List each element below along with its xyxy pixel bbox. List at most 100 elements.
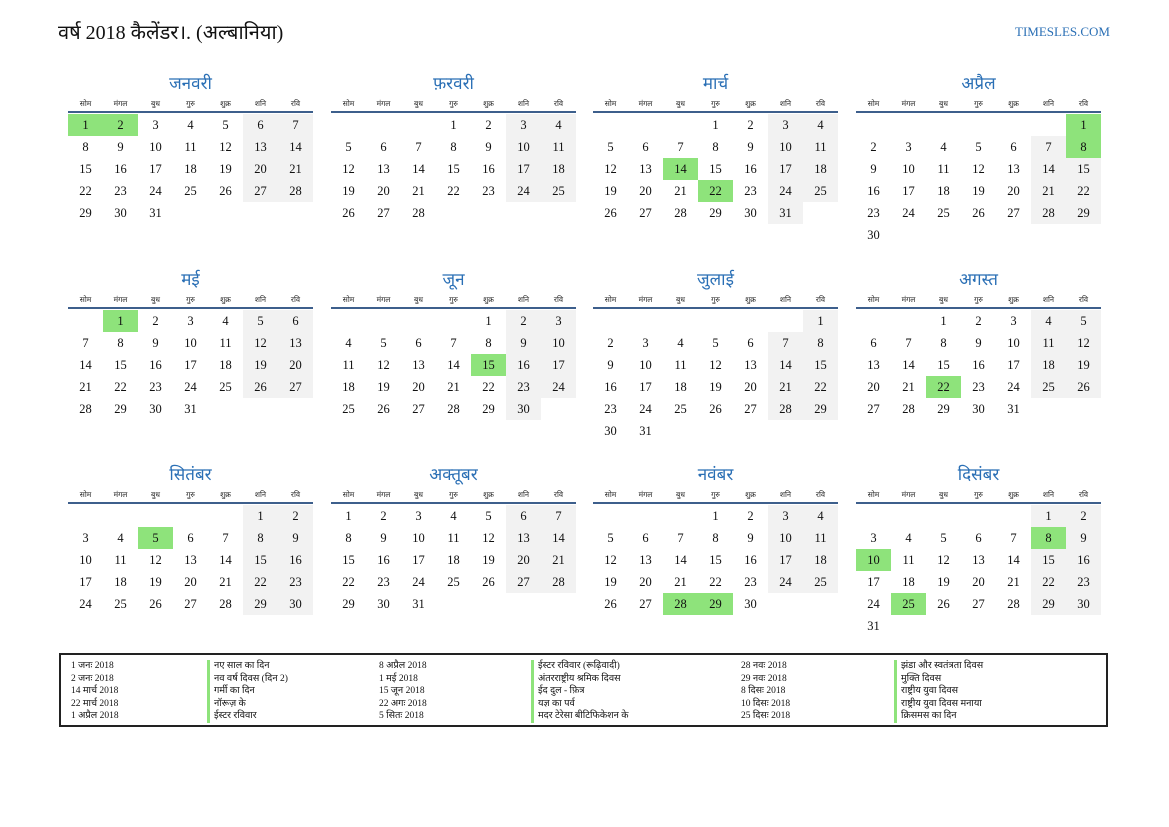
day-cell: 22 [447,184,460,198]
day-cell: 20 [867,380,880,394]
weekday-header: सोम मंगल बुध गुरु शुक्र शनि रवि [856,97,1101,113]
day-cell: 9 [747,531,754,545]
day-cell: 21 [447,380,460,394]
site-link[interactable]: TIMESLES.COM [1015,24,1110,39]
day-cell: 30 [972,402,985,416]
weekday-label: बुध [939,490,948,499]
legend-name-column: नए साल का दिन नव वर्ष दिवस (दिन 2) गर्मी क… [207,660,288,723]
day-cell: 23 [744,575,757,589]
day-cell: 10 [541,332,576,354]
month-name: जनवरी [169,74,212,93]
day-cell: 3 [768,505,803,527]
day-cell: 5 [380,336,387,350]
day-cell: 26 [377,402,390,416]
day-cell: 7 [278,114,313,136]
day-cell: 31 [639,424,652,438]
day-cell: 6 [415,336,422,350]
day-cell: 5 [940,531,947,545]
legend-holiday-name: क्रिसमस का दिन [894,710,983,723]
weekday-label: बुध [414,295,423,304]
legend-date: 25 दिसः 2018 [741,711,791,722]
day-cell: 11 [674,358,687,372]
weekday-label: मंगल [376,295,391,304]
weekday-label: सोम [604,99,617,108]
day-cell: 18 [184,162,197,176]
day-cell: 8 [803,332,838,354]
day-cell: 19 [709,380,722,394]
legend-date: 2 जनः 2018 [71,673,114,684]
day-cell: 27 [506,571,541,593]
day-cell: 17 [79,575,92,589]
month-name: नवंबर [697,465,734,484]
legend-holiday-name: ईस्टर रविवार (रूढ़िवादी) [531,660,629,673]
legend-holiday-name: राष्ट्रीय युवा दिवस [894,685,983,698]
day-cell: 6 [278,310,313,332]
day-cell: 12 [219,140,232,154]
day-cell: 3 [506,114,541,136]
day-cell: 7 [1031,136,1066,158]
holiday-day-cell: 1 [1066,114,1101,136]
day-grid: 1 2 3 4 5 6 7 8 9 10 11 12 13 14 15 16 17 18 19 20 21 22 23 24 2… [856,505,1101,637]
day-cell: 20 [639,184,652,198]
day-cell: 6 [975,531,982,545]
day-cell: 31 [1007,402,1020,416]
legend-date: 1 जनः 2018 [71,661,114,671]
day-cell: 2 [278,505,313,527]
day-cell: 19 [482,553,495,567]
holiday-day-cell: 25 [891,593,926,615]
day-cell: 31 [412,597,425,611]
day-grid: 1 2 3 4 5 6 7 8 9 10 11 12 13 14 15 16 17 18 19 20 21 22 23 24 2… [593,114,838,224]
weekday-label: सोम [342,99,355,108]
day-cell: 29 [1031,593,1066,615]
weekday-label: गुरु [449,295,458,304]
day-cell: 12 [377,358,390,372]
day-cell: 8 [940,336,947,350]
day-cell: 16 [114,162,127,176]
day-cell: 24 [768,180,803,202]
day-cell: 9 [975,336,982,350]
day-cell: 17 [149,162,162,176]
day-cell: 18 [803,158,838,180]
day-cell: 26 [1066,376,1101,398]
day-cell: 25 [803,180,838,202]
day-cell: 24 [867,597,880,611]
day-cell: 15 [1031,549,1066,571]
day-cell: 20 [412,380,425,394]
day-cell: 4 [905,531,912,545]
day-cell: 14 [219,553,232,567]
day-cell: 27 [744,402,757,416]
month-block: सितंबर सोम मंगल बुध गुरु शुक्र शनि रवि 1 2 3 4 5 6 7 8 9… [68,464,313,615]
day-cell: 23 [1066,571,1101,593]
day-cell: 20 [1007,184,1020,198]
day-cell: 12 [243,332,278,354]
legend-date: 5 सितः 2018 [379,711,424,722]
day-cell: 3 [1010,314,1017,328]
weekday-label: बुध [939,295,948,304]
weekday-label: गुरु [974,490,983,499]
day-cell: 24 [412,575,425,589]
weekday-header: सोम मंगल बुध गुरु शुक्र शनि रवि [331,97,576,113]
day-cell: 22 [114,380,127,394]
day-cell: 22 [79,184,92,198]
day-cell: 16 [867,184,880,198]
weekday-label: शनि [254,490,267,499]
day-cell: 29 [803,398,838,420]
weekday-label: मंगल [113,99,128,108]
weekday-label: गुरु [186,295,195,304]
day-cell: 2 [380,509,387,523]
day-cell: 14 [1031,158,1066,180]
day-cell: 21 [541,549,576,571]
day-cell: 27 [1007,206,1020,220]
day-cell: 28 [1007,597,1020,611]
day-cell: 27 [639,597,652,611]
day-cell: 21 [674,575,687,589]
day-cell: 21 [219,575,232,589]
day-cell: 18 [902,575,915,589]
day-cell: 8 [82,140,89,154]
day-cell: 5 [607,140,614,154]
weekday-label: मंगल [638,295,653,304]
day-cell: 5 [1066,310,1101,332]
day-cell: 17 [541,354,576,376]
day-cell: 26 [937,597,950,611]
weekday-label: गुरु [974,99,983,108]
